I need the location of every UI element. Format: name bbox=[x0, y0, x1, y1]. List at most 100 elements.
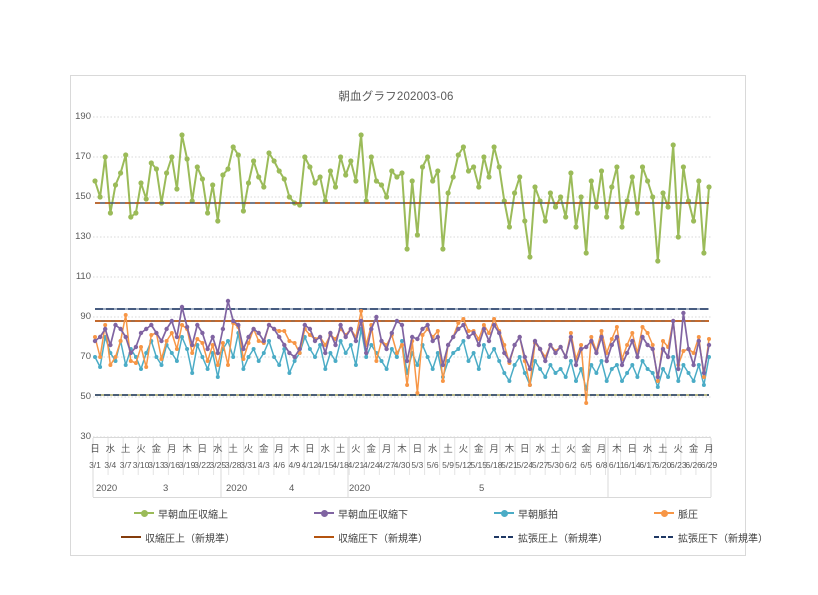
x-tick-weekday: 火 bbox=[351, 444, 361, 455]
x-tick-date: 5/21 bbox=[501, 460, 518, 470]
x-tick-weekday: 土 bbox=[228, 444, 238, 455]
x-tick-date: 6/23 bbox=[670, 460, 687, 470]
x-tick-weekday: 火 bbox=[243, 444, 254, 455]
x-tick-weekday: 土 bbox=[120, 444, 131, 455]
x-tick-date: 4/9 bbox=[288, 460, 301, 470]
legend-item[interactable]: 早朝血圧収縮上 bbox=[134, 506, 228, 521]
x-tick-date: 3/28 bbox=[224, 460, 242, 470]
x-tick-date: 3/10 bbox=[132, 460, 150, 470]
legend-row-reflines: 収縮圧上（新規準） 収縮圧下（新規準） 拡張圧上（新規準） 拡張圧下（新規準） bbox=[71, 530, 768, 545]
legend-label: 拡張圧下（新規準） bbox=[678, 533, 768, 545]
x-tick-weekday: 日 bbox=[520, 444, 530, 455]
legend-swatch bbox=[314, 530, 334, 544]
x-tick-weekday: 月 bbox=[166, 444, 177, 455]
x-tick-date: 3/13 bbox=[148, 460, 165, 470]
x-axis-group-label: 2020 bbox=[226, 483, 248, 494]
x-axis-group-label: 2020 bbox=[96, 483, 118, 494]
x-tick-date: 5/27 bbox=[531, 460, 549, 470]
x-tick-weekday: 木 bbox=[504, 444, 515, 455]
x-axis-group-label: 2020 bbox=[349, 483, 371, 494]
x-tick-date: 3/22 bbox=[194, 460, 211, 470]
x-tick-weekday: 火 bbox=[566, 444, 576, 455]
x-tick-date: 6/26 bbox=[685, 460, 702, 470]
x-tick-date: 4/6 bbox=[273, 460, 286, 470]
legend-label: 早朝血圧収縮下 bbox=[338, 509, 408, 521]
x-tick-weekday: 水 bbox=[320, 444, 330, 455]
x-tick-weekday: 日 bbox=[197, 444, 208, 455]
x-tick-weekday: 日 bbox=[627, 444, 637, 455]
x-tick-weekday: 木 bbox=[289, 444, 300, 455]
legend-item[interactable]: 収縮圧下（新規準） bbox=[314, 530, 428, 545]
legend-label: 脈圧 bbox=[678, 509, 698, 521]
x-tick-weekday: 金 bbox=[473, 444, 484, 455]
x-tick-weekday: 土 bbox=[443, 444, 453, 455]
x-tick-date: 3/4 bbox=[104, 460, 117, 470]
x-tick-date: 4/21 bbox=[347, 460, 365, 470]
x-tick-date: 3/1 bbox=[89, 460, 101, 470]
x-tick-date: 5/30 bbox=[547, 460, 564, 470]
x-axis-group-label: 3 bbox=[163, 483, 169, 494]
legend-item[interactable]: 拡張圧上（新規準） bbox=[494, 530, 608, 545]
x-tick-weekday: 土 bbox=[335, 444, 346, 455]
legend-item[interactable]: 拡張圧下（新規準） bbox=[654, 530, 768, 545]
legend-item[interactable]: 早朝血圧収縮下 bbox=[314, 506, 408, 521]
x-tick-date: 5/12 bbox=[455, 460, 472, 470]
x-tick-weekday: 金 bbox=[581, 444, 591, 455]
x-tick-date: 6/14 bbox=[623, 460, 641, 470]
legend-item[interactable]: 収縮圧上（新規準） bbox=[121, 530, 235, 545]
x-tick-weekday: 木 bbox=[182, 444, 192, 455]
plot-area[interactable] bbox=[71, 76, 747, 557]
x-tick-weekday: 火 bbox=[673, 444, 684, 455]
x-tick-date: 6/20 bbox=[654, 460, 672, 470]
x-tick-weekday: 月 bbox=[596, 444, 607, 455]
legend-label: 早朝脈拍 bbox=[518, 509, 558, 521]
x-tick-weekday: 水 bbox=[105, 444, 116, 455]
x-tick-weekday: 金 bbox=[151, 444, 162, 455]
x-tick-date: 4/15 bbox=[316, 460, 334, 470]
legend-item[interactable]: 早朝脈拍 bbox=[494, 506, 558, 521]
x-tick-weekday: 水 bbox=[535, 444, 545, 455]
x-tick-date: 6/11 bbox=[608, 460, 625, 470]
x-tick-weekday: 月 bbox=[274, 444, 284, 455]
x-tick-weekday: 日 bbox=[305, 444, 315, 455]
x-tick-date: 5/6 bbox=[426, 460, 439, 470]
y-tick-label: 190 bbox=[75, 111, 91, 122]
legend-label: 早朝血圧収縮上 bbox=[158, 509, 228, 521]
x-tick-date: 6/17 bbox=[639, 460, 656, 470]
x-tick-weekday: 日 bbox=[412, 444, 423, 455]
x-tick-weekday: 水 bbox=[642, 444, 653, 455]
x-axis-group-label: 5 bbox=[479, 483, 485, 494]
x-tick-date: 4/24 bbox=[363, 460, 380, 470]
legend-swatch bbox=[494, 530, 514, 544]
legend-swatch bbox=[494, 506, 514, 520]
legend-row-series: 早朝血圧収縮上 早朝血圧収縮下 早朝脈拍 脈圧 bbox=[71, 506, 747, 521]
legend-swatch bbox=[654, 506, 674, 520]
x-tick-weekday: 木 bbox=[397, 444, 407, 455]
legend-label: 収縮圧上（新規準） bbox=[145, 533, 235, 545]
x-tick-weekday: 月 bbox=[381, 444, 392, 455]
y-tick-label: 30 bbox=[80, 431, 91, 442]
legend-item[interactable]: 脈圧 bbox=[654, 506, 698, 521]
y-tick-label: 150 bbox=[75, 191, 91, 202]
x-tick-date: 4/27 bbox=[378, 460, 395, 470]
x-tick-weekday: 日 bbox=[90, 444, 100, 455]
legend-label: 拡張圧上（新規準） bbox=[518, 533, 608, 545]
x-tick-weekday: 土 bbox=[658, 444, 668, 455]
x-tick-date: 3/7 bbox=[119, 460, 132, 470]
x-tick-weekday: 水 bbox=[427, 444, 438, 455]
x-tick-weekday: 火 bbox=[458, 444, 469, 455]
legend-swatch bbox=[654, 530, 674, 544]
x-tick-weekday: 土 bbox=[550, 444, 561, 455]
x-tick-date: 4/12 bbox=[301, 460, 319, 470]
x-tick-date: 5/15 bbox=[470, 460, 488, 470]
x-tick-date: 4/18 bbox=[332, 460, 349, 470]
legend-swatch bbox=[121, 530, 141, 544]
y-tick-label: 170 bbox=[75, 151, 91, 162]
x-tick-weekday: 火 bbox=[136, 444, 146, 455]
chart-frame[interactable]: 朝血グラフ202003-06 190 170 150 130 110 90 70 50 30 日… bbox=[70, 75, 768, 557]
y-tick-label: 50 bbox=[80, 391, 91, 402]
x-tick-weekday: 金 bbox=[688, 444, 699, 455]
x-tick-weekday: 月 bbox=[704, 444, 714, 455]
x-tick-date: 3/16 bbox=[163, 460, 181, 470]
x-tick-date: 4/30 bbox=[393, 460, 411, 470]
